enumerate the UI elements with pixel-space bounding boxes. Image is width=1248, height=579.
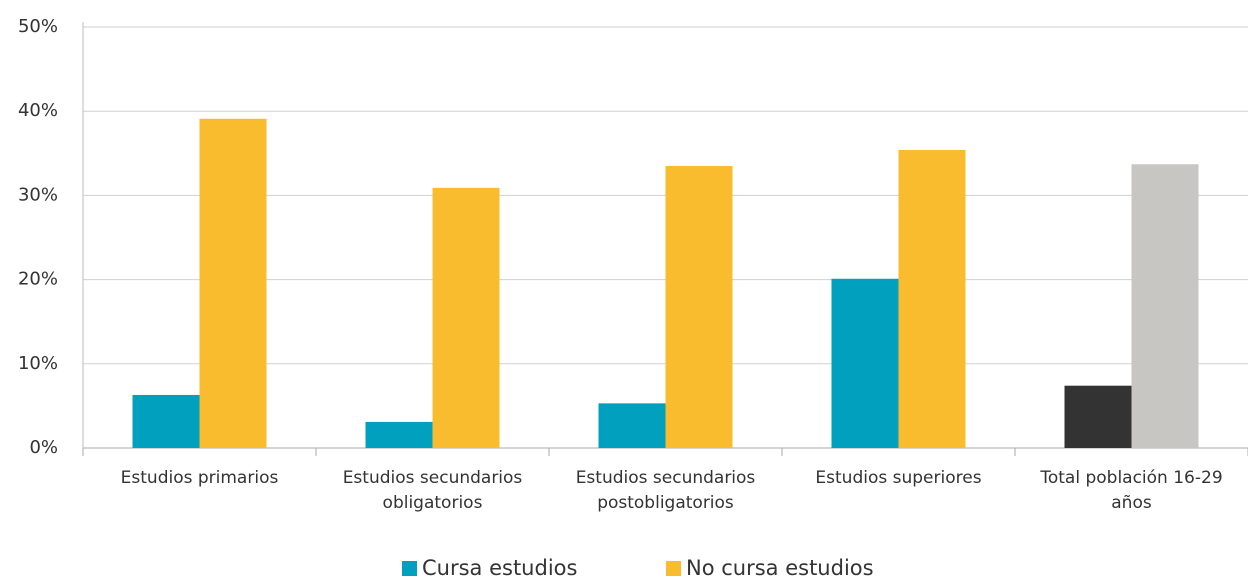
legend-label: Cursa estudios <box>422 556 577 579</box>
y-tick-label: 30% <box>18 184 58 205</box>
y-tick-label: 40% <box>18 100 58 121</box>
legend-label: No cursa estudios <box>686 556 874 579</box>
bar <box>132 394 200 448</box>
bar <box>1131 164 1199 448</box>
bar <box>1064 385 1132 448</box>
legend-swatch <box>666 561 681 576</box>
bar <box>365 421 433 448</box>
x-tick-label: Estudios secundarios obligatorios <box>342 468 523 513</box>
bar <box>598 403 666 448</box>
y-tick-label: 0% <box>29 437 58 458</box>
legend-swatch <box>402 561 417 576</box>
y-tick-label: 20% <box>18 269 58 290</box>
bar <box>898 149 966 448</box>
bar <box>665 165 733 448</box>
y-tick-label: 50% <box>18 16 58 37</box>
bar <box>831 278 899 448</box>
x-tick-label: Estudios secundarios postobligatorios <box>575 468 756 513</box>
bar <box>199 118 267 448</box>
bar <box>432 187 500 448</box>
x-tick-label: Estudios primarios <box>120 468 279 488</box>
x-tick-label: Estudios superiores <box>815 468 982 488</box>
x-tick-label: Total población 16-29 años <box>1040 468 1223 513</box>
y-tick-label: 10% <box>18 353 58 374</box>
